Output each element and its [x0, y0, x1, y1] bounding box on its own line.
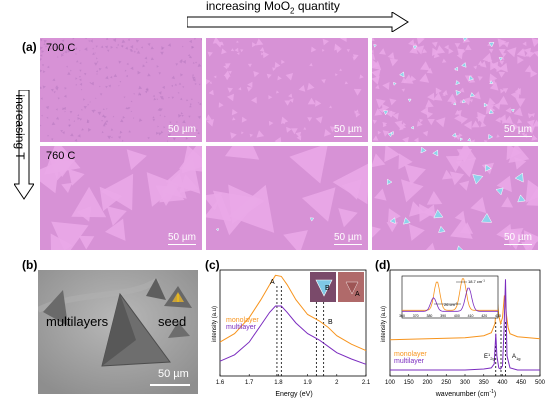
peak-label-e: E12g	[484, 352, 495, 361]
x-axis-label: wavenumber (cm-1)	[435, 389, 496, 398]
scale-text: 50 µm	[504, 124, 532, 135]
x-tick-label: 100	[385, 380, 396, 386]
scale-text: 50 µm	[504, 232, 532, 243]
annotation-b: B	[328, 319, 333, 326]
multilayers-label: multilayers	[46, 314, 109, 329]
scale-bar	[334, 244, 362, 245]
y-axis-label: intensity (a.u)	[212, 306, 218, 342]
y-axis-label: intensity (a.u)	[381, 306, 387, 342]
scale-text: 50 µm	[334, 232, 362, 243]
panel-label-c: (c)	[205, 258, 220, 272]
series-line-multilayer	[390, 279, 540, 371]
annotation-a: A	[270, 279, 275, 286]
series-line-monolayer	[389, 295, 541, 341]
pl-chart: intensity (a.u) Energy (eV) 1.6 1.7 1.8 1.9…	[210, 266, 371, 406]
inset-tick-label: 420	[481, 314, 487, 318]
x-tick-label: 1.7	[245, 380, 254, 386]
legend-monolayer: monolayer	[394, 351, 427, 358]
moo2-arrow	[186, 11, 409, 33]
scale-text: 50 µm	[168, 232, 196, 243]
sem-image: multilayers seed 50 µm	[38, 270, 198, 394]
inset-tick-label: 400	[454, 314, 460, 318]
legend-multilayer: multilayer	[394, 358, 425, 365]
inset-triangle-b	[315, 279, 333, 297]
scale-bar	[334, 136, 362, 137]
inset-annotation-26: 26 cm-1	[444, 302, 458, 308]
scale-bar	[168, 136, 196, 137]
inset-tick-label: 380	[427, 314, 433, 318]
x-tick-label: 250	[441, 380, 452, 386]
x-tick-label: 500	[535, 380, 546, 386]
sem-scale-bar	[150, 384, 190, 386]
inset-tick-label: 430	[495, 314, 501, 318]
x-tick-label: 300	[460, 380, 471, 386]
x-tick-label: 200	[422, 380, 433, 386]
x-tick-label: 2	[335, 380, 339, 386]
x-tick-label: 350	[479, 380, 490, 386]
panel-label-d: (d)	[375, 258, 391, 272]
micrograph-760-mid: 50 µm	[206, 146, 368, 250]
sem-scale-text: 50 µm	[158, 368, 189, 380]
x-tick-label: 450	[516, 380, 527, 386]
micrograph-760-low: 760 C 50 µm	[40, 146, 202, 250]
inset-annotation-18: 18.7 cm-1	[468, 279, 485, 285]
series-line-monolayer	[219, 274, 367, 352]
scale-text: 50 µm	[334, 124, 362, 135]
inset-line-monolayer	[402, 278, 498, 311]
micrograph-700-mid: 50 µm	[206, 38, 368, 142]
scale-bar	[504, 244, 532, 245]
scale-text: 50 µm	[168, 124, 196, 135]
micrograph-760-high: 50 µm	[372, 146, 538, 250]
micrograph-700-high: 50 µm	[372, 38, 538, 142]
raman-inset: 360 370 380 390 400 410 420 430 18.7 cm-1 26 cm…	[399, 275, 501, 319]
raman-chart: intensity (a.u) wavenumber (cm-1) 100 150…	[378, 266, 546, 406]
seed-label: seed	[158, 314, 187, 329]
inset-label-a: A	[355, 291, 360, 298]
inset-triangle-a	[345, 281, 359, 295]
legend-multilayer: multilayer	[226, 324, 257, 331]
panel-label-b: (b)	[22, 258, 38, 272]
x-tick-label: 2.1	[362, 380, 370, 386]
t-arrow	[13, 89, 35, 200]
scale-bar	[168, 244, 196, 245]
x-tick-label: 1.9	[303, 380, 312, 386]
temp-label-760: 760 C	[46, 150, 76, 162]
inset-tick-label: 390	[440, 314, 446, 318]
inset-line-multilayer	[402, 287, 498, 312]
moo2-label: increasing MoO2 quantity	[206, 0, 340, 16]
x-tick-label: 1.8	[274, 380, 283, 386]
inset-label-b: B	[325, 285, 330, 292]
temp-label-700: 700 C	[46, 42, 76, 54]
x-tick-label: 400	[497, 380, 508, 386]
series-line-multilayer	[219, 305, 367, 365]
inset-tick-label: 370	[413, 314, 419, 318]
micrograph-700-low: 700 C 50 µm	[40, 38, 202, 142]
peak-label-a: A1g	[512, 354, 520, 361]
inset-tick-label: 410	[468, 314, 474, 318]
x-tick-label: 1.6	[216, 380, 225, 386]
legend-monolayer: monolayer	[226, 317, 259, 324]
panel-label-a: (a)	[22, 40, 37, 54]
x-tick-label: 150	[404, 380, 415, 386]
inset-tick-label: 360	[399, 314, 405, 318]
x-axis-label: Energy (eV)	[275, 391, 312, 398]
t-label: increasing T	[13, 94, 27, 160]
scale-bar	[504, 136, 532, 137]
